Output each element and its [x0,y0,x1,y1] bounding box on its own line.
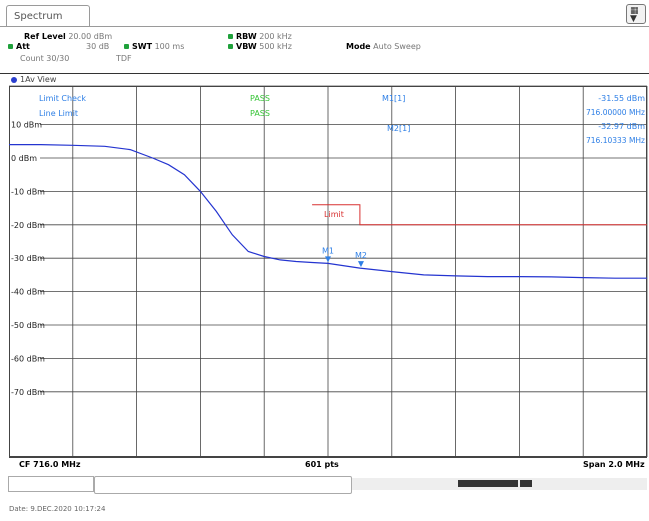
tab-divider [0,26,649,27]
header-separator [0,73,649,74]
y-tick-bg [10,320,40,330]
y-tick-label: -70 dBm [11,388,45,397]
y-tick-labels: 10 dBm 0 dBm -10 dBm -20 dBm -30 dBm -40 dBm -… [10,119,45,397]
att-label: Att [16,42,30,51]
limit-line-label: Limit [324,210,344,219]
y-tick-label: -40 dBm [11,288,45,297]
ref-level-value: 20.00 dBm [68,32,113,41]
y-tick-label: -10 dBm [11,187,45,196]
limit-check-status: PASS [250,94,270,103]
y-tick-bg [10,153,40,163]
y-tick-label: -60 dBm [11,354,45,363]
mode-value: Auto Sweep [373,42,421,51]
center-frequency: CF 716.0 MHz [19,460,81,469]
view-dot-icon [11,77,17,83]
limit-check-label: Limit Check [39,94,86,103]
y-tick-bg [10,353,40,364]
m1-freq: 716.00000 MHz [586,108,645,117]
m2-readout-label: M2[1] [387,124,410,133]
rbw-label: RBW [236,32,257,41]
limit-line-group: Limit [312,204,647,226]
count-label: Count 30/30 [20,54,70,63]
vbw-label: VBW [236,42,257,51]
settings-panel: Ref Level 20.00 dBm Att 30 dB SWT 100 ms… [0,27,649,73]
marker-m2-icon[interactable] [357,261,364,268]
vbw-indicator-icon [228,44,233,49]
marker-m2-label: M2 [355,251,367,260]
y-tick-label: -50 dBm [11,321,45,330]
y-tick-label: -20 dBm [11,221,45,230]
y-tick-bg [10,253,40,264]
y-tick-bg [10,386,40,397]
plot-footer: CF 716.0 MHz 601 pts Span 2.0 MHz [9,457,647,472]
markers[interactable]: M1 M2 [322,246,367,268]
tdf-label: TDF [116,54,132,63]
att-value: 30 dB [86,42,110,51]
line-limit-status: PASS [250,109,270,118]
sweep-points: 601 pts [305,460,339,469]
mode-label: Mode [346,42,371,51]
swt-label: SWT [132,42,153,51]
trace-line [9,144,647,279]
marker-m1-icon[interactable] [325,256,331,263]
measuring-indicator [520,480,532,487]
y-tick-bg [10,286,40,297]
measuring-progress-bar [458,480,518,487]
m2-level: -32.97 dBm [598,122,645,131]
line-limit-label: Line Limit [39,109,78,118]
y-tick-bg [10,219,40,230]
display-config-icon: ▦ ▼ [630,6,639,24]
plot-border [9,86,647,457]
limit-line [312,204,647,226]
swt-indicator-icon [124,44,129,49]
grid [8,86,648,457]
m2-freq: 716.10333 MHz [586,136,645,145]
spectrum-chart[interactable]: 10 dBm 0 dBm -10 dBm -20 dBm -30 dBm -40 dBm -… [8,86,649,473]
marker-m1-label: M1 [322,246,334,255]
view-label: 1Av View [20,75,57,84]
spectrum-plot[interactable]: 10 dBm 0 dBm -10 dBm -20 dBm -30 dBm -40 dBm -… [8,86,649,473]
view-title-bar[interactable]: 1Av View [9,74,647,86]
info-overlay: Limit Check PASS Line Limit PASS M1[1] -… [39,94,645,145]
span: Span 2.0 MHz [583,460,645,469]
m1-readout-label: M1[1] [382,94,405,103]
status-field-1[interactable] [8,476,94,492]
spectrum-tab[interactable]: Spectrum [6,5,90,26]
y-tick-bg [10,186,40,197]
vbw-value: 500 kHz [259,42,292,51]
date-line: Date: 9.DEC.2020 10:17:24 [9,505,106,513]
att-indicator-icon [8,44,13,49]
status-field-2[interactable] [94,476,352,494]
swt-value: 100 ms [154,42,185,51]
rbw-indicator-icon [228,34,233,39]
y-tick-label: -30 dBm [11,254,45,263]
y-tick-label: 0 dBm [11,154,37,163]
y-tick-bg [10,119,40,130]
rbw-value: 200 kHz [259,32,292,41]
m1-level: -31.55 dBm [598,94,645,103]
ref-level-label: Ref Level [24,32,66,41]
display-config-button[interactable]: ▦ ▼ [626,4,646,24]
y-tick-label: 10 dBm [11,121,42,130]
